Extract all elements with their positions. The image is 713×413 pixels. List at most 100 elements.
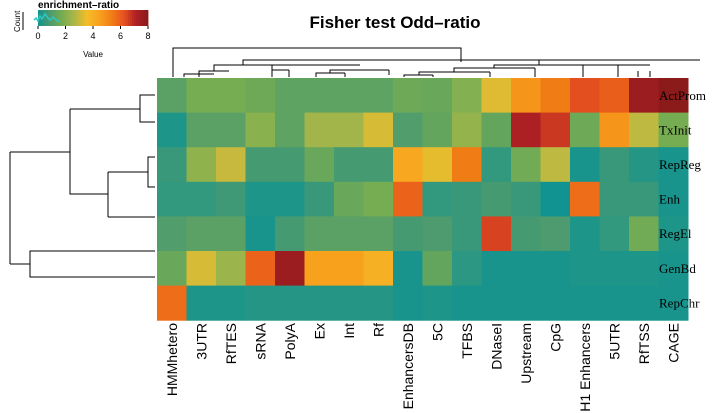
key-gradient-segment — [70, 10, 73, 26]
heatmap-cell-actprom-dnasei — [481, 78, 512, 114]
key-gradient-segment — [124, 10, 127, 26]
key-gradient-segment — [136, 10, 139, 26]
heatmap-cell-repreg-hmmhetero — [157, 147, 187, 183]
heatmap-cell-txinit-hmmhetero — [157, 112, 187, 148]
heatmap-cell-enh-rftss — [629, 181, 659, 217]
heatmap-cell-repchr-3utr — [186, 285, 217, 321]
key-gradient-segment — [120, 10, 123, 26]
row-label: GenBd — [659, 261, 696, 276]
key-tick-label: 4 — [90, 31, 95, 41]
key-gradient-segment — [58, 10, 61, 26]
heatmap-cells — [157, 78, 689, 321]
key-gradient-segment — [68, 10, 71, 26]
heatmap-cell-repchr-cpg — [540, 285, 571, 321]
key-gradient-segment — [104, 10, 107, 26]
heatmap-cell-genbd-rf — [363, 251, 394, 287]
heatmap-cell-enh-tfbs — [452, 181, 482, 217]
key-gradient — [38, 10, 149, 26]
heatmap-cell-repchr-5utr — [599, 285, 630, 321]
heatmap-cell-repreg-5c — [422, 147, 453, 183]
key-gradient-segment — [118, 10, 121, 26]
heatmap-cell-genbd-h1-enhancers — [570, 251, 600, 287]
heatmap-cell-genbd-polya — [275, 251, 305, 287]
column-label: Ex — [311, 323, 327, 339]
heatmap-cell-enh-cage — [658, 181, 689, 217]
heatmap-cell-repreg-h1-enhancers — [570, 147, 600, 183]
column-label: Rf — [370, 323, 386, 337]
key-gradient-segment — [102, 10, 105, 26]
key-gradient-segment — [122, 10, 125, 26]
key-gradient-segment — [54, 10, 57, 26]
heatmap-cell-actprom-enhancersdb — [393, 78, 423, 114]
heatmap-cell-actprom-5utr — [599, 78, 630, 114]
heatmap-cell-enh-dnasei — [481, 181, 512, 217]
column-labels: HMMhetero 3UTR RfTES sRNA PolyA Ex Int Rf Enhanc… — [164, 322, 682, 411]
column-label: DNaseI — [488, 323, 504, 370]
heatmap-cell-genbd-rftss — [629, 251, 659, 287]
heatmap-cell-txinit-ex — [304, 112, 335, 148]
heatmap-cell-genbd-hmmhetero — [157, 251, 187, 287]
heatmap-cell-actprom-5c — [422, 78, 453, 114]
column-label: PolyA — [282, 322, 298, 359]
column-label: RfTES — [223, 323, 239, 364]
key-gradient-segment — [146, 10, 149, 26]
heatmap-cell-regel-upstream — [511, 216, 541, 252]
column-label: 5UTR — [606, 323, 622, 360]
key-gradient-segment — [100, 10, 103, 26]
heatmap-cell-repreg-3utr — [186, 147, 217, 183]
heatmap-cell-actprom-rftes — [216, 78, 246, 114]
heatmap-cell-enh-polya — [275, 181, 305, 217]
key-ylabel: Count — [13, 10, 22, 32]
key-gradient-segment — [72, 10, 75, 26]
heatmap-cell-repchr-cage — [658, 285, 689, 321]
heatmap-cell-repchr-srna — [245, 285, 276, 321]
heatmap-cell-actprom-cpg — [540, 78, 571, 114]
heatmap-cell-regel-tfbs — [452, 216, 482, 252]
key-gradient-segment — [92, 10, 95, 26]
heatmap-cell-actprom-3utr — [186, 78, 217, 114]
heatmap-cell-enh-3utr — [186, 181, 217, 217]
heatmap-cell-actprom-h1-enhancers — [570, 78, 600, 114]
key-gradient-segment — [80, 10, 83, 26]
heatmap-cell-regel-hmmhetero — [157, 216, 187, 252]
heatmap-cell-regel-3utr — [186, 216, 217, 252]
heatmap-cell-actprom-int — [334, 78, 364, 114]
heatmap-cell-repreg-rftes — [216, 147, 246, 183]
heatmap-cell-enh-5utr — [599, 181, 630, 217]
row-label: RegEl — [659, 226, 692, 241]
heatmap-cell-genbd-ex — [304, 251, 335, 287]
column-dendrogram-tree — [172, 47, 700, 77]
heatmap-cell-repreg-rf — [363, 147, 394, 183]
heatmap-cell-repreg-int — [334, 147, 364, 183]
heatmap-cell-txinit-3utr — [186, 112, 217, 148]
key-gradient-segment — [144, 10, 147, 26]
column-label: sRNA — [252, 322, 268, 359]
key-title: enrichment–ratio — [38, 0, 119, 11]
heatmap-cell-actprom-rf — [363, 78, 394, 114]
heatmap-cell-regel-h1-enhancers — [570, 216, 600, 252]
key-gradient-segment — [76, 10, 79, 26]
heatmap-cell-enh-cpg — [540, 181, 571, 217]
key-gradient-segment — [138, 10, 141, 26]
row-label: TxInit — [659, 122, 692, 137]
heatmap-cell-txinit-tfbs — [452, 112, 482, 148]
heatmap-cell-repreg-srna — [245, 147, 276, 183]
key-histogram — [33, 12, 61, 23]
key-tick-label: 8 — [145, 31, 150, 41]
column-label: EnhancersDB — [400, 323, 416, 409]
key-gradient-segment — [106, 10, 109, 26]
key-gradient-segment — [142, 10, 145, 26]
key-gradient-segment — [64, 10, 67, 26]
heatmap-cell-txinit-srna — [245, 112, 276, 148]
heatmap-cell-regel-cage — [658, 216, 689, 252]
heatmap-cell-enh-5c — [422, 181, 453, 217]
heatmap-cell-txinit-cage — [658, 112, 689, 148]
heatmap-cell-regel-5c — [422, 216, 453, 252]
heatmap-cell-repchr-ex — [304, 285, 335, 321]
key-gradient-segment — [78, 10, 81, 26]
heatmap-cell-regel-cpg — [540, 216, 571, 252]
key-gradient-segment — [62, 10, 65, 26]
heatmap-cell-regel-ex — [304, 216, 335, 252]
color-key: enrichment–ratio Count 0 2 4 6 8 Value — [13, 0, 151, 59]
